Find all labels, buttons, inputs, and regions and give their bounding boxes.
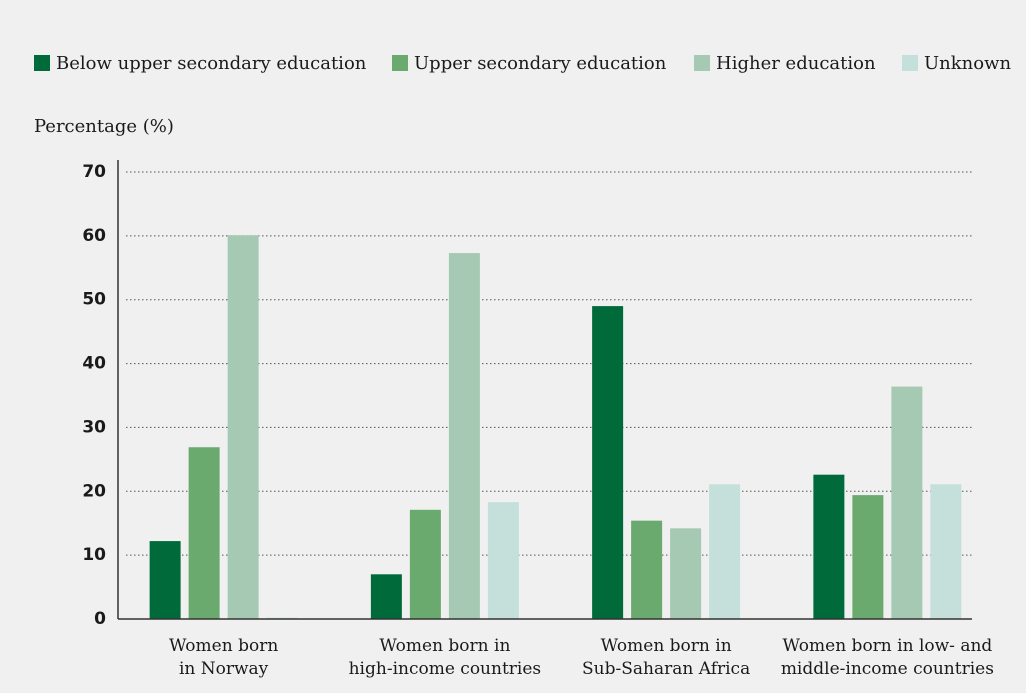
y-tick-label: 30 [82,417,106,437]
bar [852,495,884,619]
legend-swatch [694,55,710,71]
y-tick-label: 70 [82,162,106,182]
bar [188,447,220,619]
bar [930,484,962,619]
bar [370,574,402,619]
y-tick-label: 40 [82,354,106,374]
legend-swatch [902,55,918,71]
bar [448,253,480,619]
y-tick-label: 20 [82,481,106,501]
y-axis-label: Percentage (%) [34,116,174,137]
y-tick-label: 60 [82,226,106,246]
bar [149,541,181,619]
bar [631,520,663,619]
bar [227,235,259,619]
x-tick-label: Women born in high-income countries [348,636,542,679]
y-tick-label: 0 [94,609,106,629]
x-tick-label: Women born in low- and middle-income cou… [780,636,994,679]
bar [409,509,441,619]
y-tick-label: 10 [82,545,106,565]
bar [487,502,519,619]
bar [592,306,624,619]
x-tick-label: Women born in Norway [168,636,279,679]
y-tick-label: 50 [82,290,106,310]
legend-label: Below upper secondary education [56,53,367,74]
bar [670,528,702,619]
legend-label: Unknown [924,53,1012,74]
bar [891,386,923,619]
legend-swatch [34,55,50,71]
bar [709,484,741,619]
bar [813,474,845,619]
legend-label: Higher education [716,53,876,74]
x-tick-label: Women born in Sub-Saharan Africa [582,636,751,679]
legend-label: Upper secondary education [414,53,667,74]
legend-swatch [392,55,408,71]
